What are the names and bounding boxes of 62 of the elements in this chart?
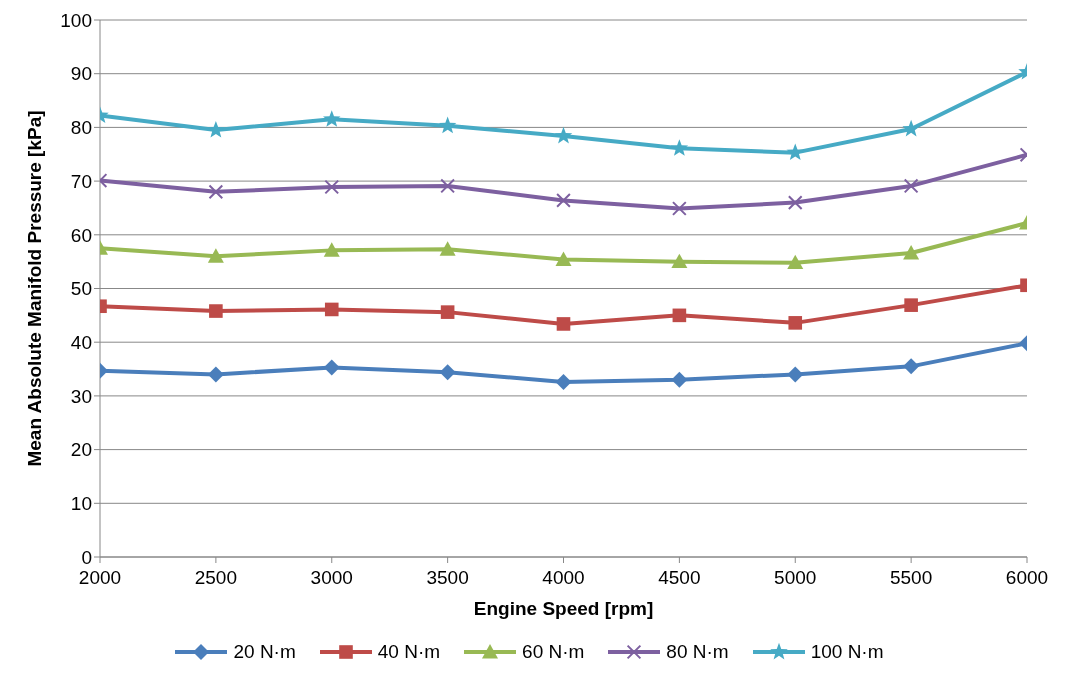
point: [324, 302, 339, 317]
point: [671, 201, 687, 216]
y-tick-label: 30: [70, 385, 92, 407]
y-tick-label: 100: [60, 9, 92, 31]
x-tick-label: 5500: [889, 567, 933, 589]
point: [903, 358, 920, 375]
x-tick-label: 6000: [1005, 567, 1049, 589]
point: [323, 110, 341, 127]
x-tick-label: 2500: [194, 567, 238, 589]
point: [207, 366, 224, 383]
x-tick-label: 4000: [542, 567, 585, 589]
legend-label: 100 N·m: [810, 641, 884, 663]
legend-label: 80 N·m: [666, 641, 729, 663]
point: [438, 116, 457, 134]
point: [788, 316, 803, 330]
point: [323, 359, 340, 376]
x-tick-label: 3500: [426, 567, 469, 589]
legend-label: 60 N·m: [522, 641, 585, 663]
point: [671, 371, 688, 388]
y-tick-label: 20: [70, 439, 92, 461]
x-axis-title: Engine Speed [rpm]: [473, 598, 654, 619]
point: [209, 304, 223, 318]
point: [671, 253, 688, 269]
point: [555, 373, 572, 390]
point: [902, 119, 920, 137]
point: [554, 126, 573, 144]
y-tick-label: 50: [70, 278, 92, 300]
point: [903, 245, 920, 260]
point: [207, 120, 225, 138]
point: [904, 298, 918, 312]
x-tick-label: 2000: [78, 567, 122, 589]
point: [787, 254, 804, 270]
legend-label: 20 N·m: [233, 641, 296, 663]
y-tick-label: 80: [70, 117, 92, 139]
point: [555, 251, 572, 266]
point: [556, 193, 571, 208]
point: [207, 248, 224, 263]
point: [324, 179, 340, 195]
point: [439, 364, 456, 381]
y-tick-label: 90: [70, 63, 92, 85]
y-axis-title: Mean Absolute Manifold Pressure [kPa]: [23, 110, 45, 467]
legend-label: 40 N·m: [377, 641, 441, 663]
y-tick-label: 60: [70, 224, 92, 246]
x-tick-label: 3000: [310, 567, 353, 589]
point: [439, 241, 456, 256]
y-tick-label: 70: [70, 170, 92, 192]
point: [672, 308, 687, 323]
point: [903, 178, 919, 194]
y-tick-label: 0: [81, 546, 92, 568]
point: [556, 317, 571, 331]
point: [440, 178, 456, 194]
point: [323, 242, 340, 257]
point: [440, 305, 455, 319]
y-tick-label: 40: [70, 331, 92, 353]
point: [670, 139, 689, 156]
point: [787, 366, 804, 383]
x-tick-label: 4500: [658, 567, 701, 589]
point: [786, 143, 804, 161]
point: [208, 184, 224, 200]
y-tick-label: 10: [70, 493, 92, 515]
x-tick-label: 5000: [774, 567, 817, 589]
point: [787, 195, 803, 210]
